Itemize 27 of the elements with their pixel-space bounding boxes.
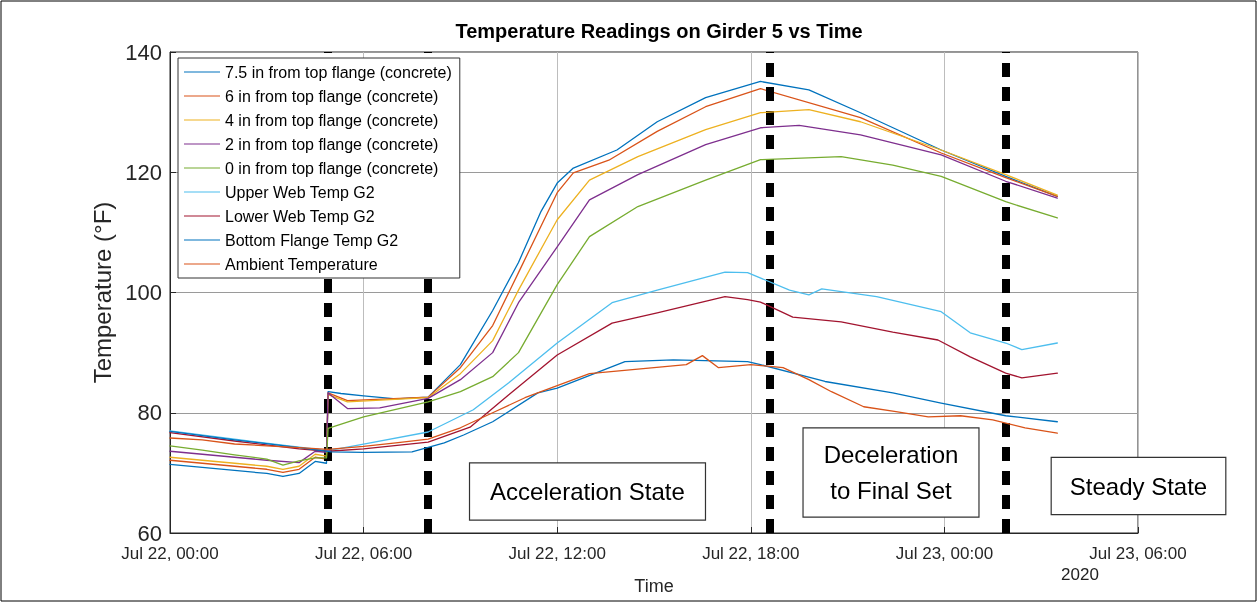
annotation: Deceleration to Final Set	[823, 441, 959, 504]
legend-label: Lower Web Temp G2	[225, 207, 375, 225]
annotation: Acceleration State	[490, 478, 685, 505]
legend-label: Bottom Flange Temp G2	[225, 231, 399, 249]
y-tick-label: 120	[125, 159, 162, 185]
x-tick-label: Jul 22, 18:00	[702, 544, 800, 563]
x-tick-label: Jul 22, 00:00	[121, 544, 219, 563]
legend-label: 6 in from top flange (concrete)	[225, 87, 439, 105]
y-tick-label: 80	[137, 400, 162, 426]
y-tick-label: 60	[137, 520, 162, 546]
y-tick-label: 100	[125, 280, 162, 305]
annotation: Steady State	[1069, 472, 1208, 500]
x-tick-label: Jul 22, 12:00	[508, 544, 606, 563]
legend-label: Upper Web Temp G2	[225, 183, 375, 201]
legend-label: 7.5 in from top flange (concrete)	[225, 63, 452, 81]
x-tick-label: Jul 23, 06:00	[1089, 544, 1187, 563]
legend-label: 4 in from top flange (concrete)	[225, 111, 439, 129]
chart-title: Temperature Readings on Girder 5 vs Time	[455, 20, 863, 42]
x-tick-label: Jul 22, 06:00	[314, 544, 413, 563]
x-axis-title: Time	[634, 576, 674, 596]
y-axis-title: Temperature (°F)	[88, 201, 116, 384]
legend-label: 2 in from top flange (concrete)	[225, 135, 439, 153]
x-tick-label: Jul 23, 00:00	[895, 544, 994, 563]
text: 2020	[1061, 564, 1099, 584]
legend-label: Ambient Temperature	[225, 255, 378, 273]
legend-label: 0 in from top flange (concrete)	[225, 159, 439, 177]
y-tick-label: 140	[125, 39, 162, 65]
